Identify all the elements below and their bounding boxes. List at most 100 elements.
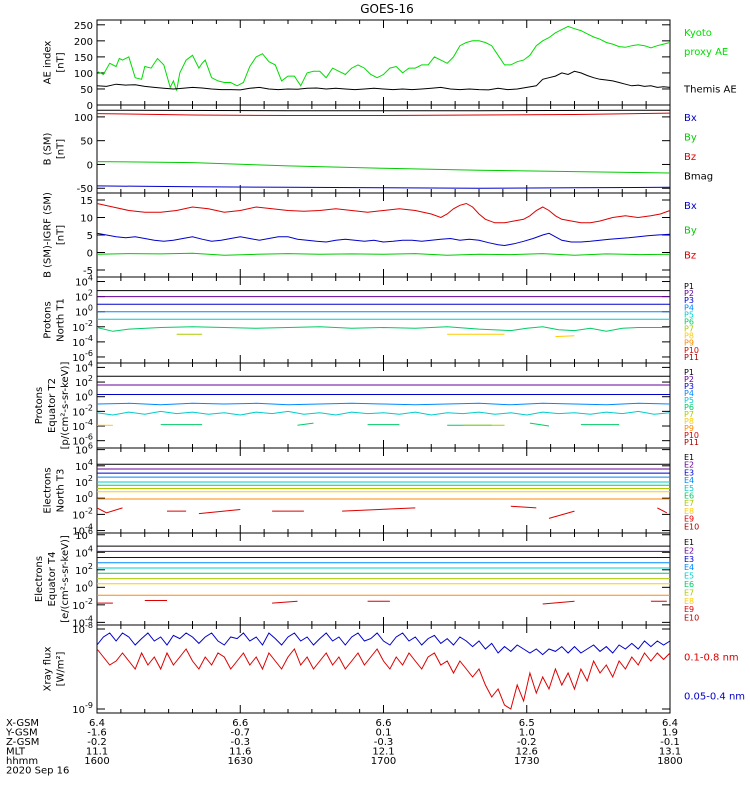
legend-label: P9 [684,424,694,433]
x-row-value: 1630 [228,756,253,767]
y-tick-label: 100 [75,490,93,505]
panel-bresid: -5 0 5 10 15 B (SM)-IGRF (SM) [nT] Bx By Bz [43,192,697,278]
legend-label: E5 [684,484,694,493]
y-tick-label: 10 [80,214,93,225]
legend-label: E1 [684,453,694,462]
series-line-p5 [96,410,671,416]
date-label: 2020 Sep 16 [6,766,69,777]
legend-label: E6 [684,492,694,501]
y-tick-base: 10 [72,705,85,716]
y-axis-label: Protons [43,301,54,338]
y-tick-label: 10-2 [72,597,93,612]
y-tick-exponent: 4 [88,359,93,368]
x-row-value: 1.9 [662,728,678,739]
series-line-bx [96,185,671,189]
legend-label: E6 [684,580,694,589]
panel-ae: 0 50 100 150 200 250 AE index [nT] Kyoto proxy AE… [43,19,737,112]
y-tick-label: -5 [83,266,93,277]
legend-label: E3 [684,555,694,564]
y-tick-label: 10-2 [72,403,93,418]
legend-label: P3 [684,296,694,305]
x-row-value: 1600 [84,756,109,767]
legend-label: E4 [684,563,694,572]
y-tick-exponent: 6 [88,442,93,451]
y-tick-label: 0 [87,160,93,171]
series-line-p4 [96,402,671,406]
legend-label: E9 [684,515,694,524]
y-tick-label: 0 [87,101,93,112]
y-tick-base: 10 [75,494,88,505]
y-tick-label: 200 [74,37,93,48]
y-tick-base: 10 [75,363,88,374]
legend-label: P10 [684,346,699,355]
x-row-value: -0.2 [517,737,537,748]
y-tick-base: 10 [75,278,88,289]
series-line-bmag [96,109,671,112]
y-tick-exponent: -4 [85,418,93,427]
legend-label: E10 [684,522,699,531]
y-tick-base: 10 [72,338,85,349]
y-tick-label: 100 [75,304,93,319]
plot-frame [96,104,671,194]
y-tick-exponent: 2 [88,474,93,483]
y-tick-label: 100 [75,389,93,404]
y-tick-label: 106 [75,442,93,457]
legend-label: Bx [684,113,697,124]
legend-label: P6 [684,317,694,326]
series-line-e10e [342,507,416,512]
y-axis-label: Equator T4 [47,552,58,607]
legend-label: E2 [684,461,694,470]
legend-label: P11 [684,353,699,362]
y-tick-label: 104 [75,544,93,559]
x-row-label: X-GSM [6,718,39,729]
legend-label: E10 [684,614,699,623]
legend-label: E2 [684,546,694,555]
y-axis-label: [p/(cm²-s-sr-keV)] [60,362,71,450]
legend-label: P11 [684,438,699,447]
y-tick-exponent: 4 [88,274,93,283]
x-row-value: 1800 [657,756,682,767]
y-tick-label: 50 [80,137,93,148]
y-tick-exponent: -4 [85,614,93,623]
y-tick-exponent: -4 [85,334,93,343]
y-axis-label: [nT] [56,139,67,159]
y-tick-label: 5 [87,231,93,242]
y-tick-label: 15 [80,196,93,207]
legend-label: P10 [684,431,699,440]
x-row-label: MLT [6,747,26,758]
legend-label: E7 [684,588,694,597]
plot-frame [96,624,671,714]
y-tick-base: 10 [75,478,88,489]
legend-label: E5 [684,572,694,581]
y-tick-exponent: -2 [85,506,93,515]
legend-label: P1 [684,282,694,291]
y-axis-label: [nT] [56,225,67,245]
x-row-value: 6.4 [662,718,678,729]
series-line-themis-ae [96,70,671,91]
legend-label: P1 [684,368,694,377]
series-line-bz [96,202,671,224]
legend-label: proxy AE [684,47,728,58]
y-tick-label: 10-4 [72,614,93,629]
y-tick-label: 10-9 [72,701,93,716]
legend-label: P8 [684,417,694,426]
legend-label: Themis AE [683,84,737,95]
legend-label: P2 [684,289,694,298]
y-tick-exponent: 0 [88,304,93,313]
series-line-e10e [542,600,575,605]
y-tick-label: 10-6 [72,349,93,364]
y-tick-exponent: -8 [85,621,93,630]
x-row-value: -0.3 [230,737,250,748]
y-tick-base: 10 [75,548,88,559]
panel-b: -50 0 50 100 B (SM) [nT] Bx By Bz Bmag [43,104,713,195]
series-line-bx [96,232,671,247]
plot-frame [96,276,671,364]
x-row-value: 1700 [371,756,396,767]
y-tick-label: 10-8 [72,621,93,636]
legend-label: P5 [684,396,694,405]
x-row-value: 11.1 [86,747,108,758]
series-line-by [96,161,671,174]
y-axis-label: Electrons [43,467,54,513]
series-line-e10c [198,509,241,515]
